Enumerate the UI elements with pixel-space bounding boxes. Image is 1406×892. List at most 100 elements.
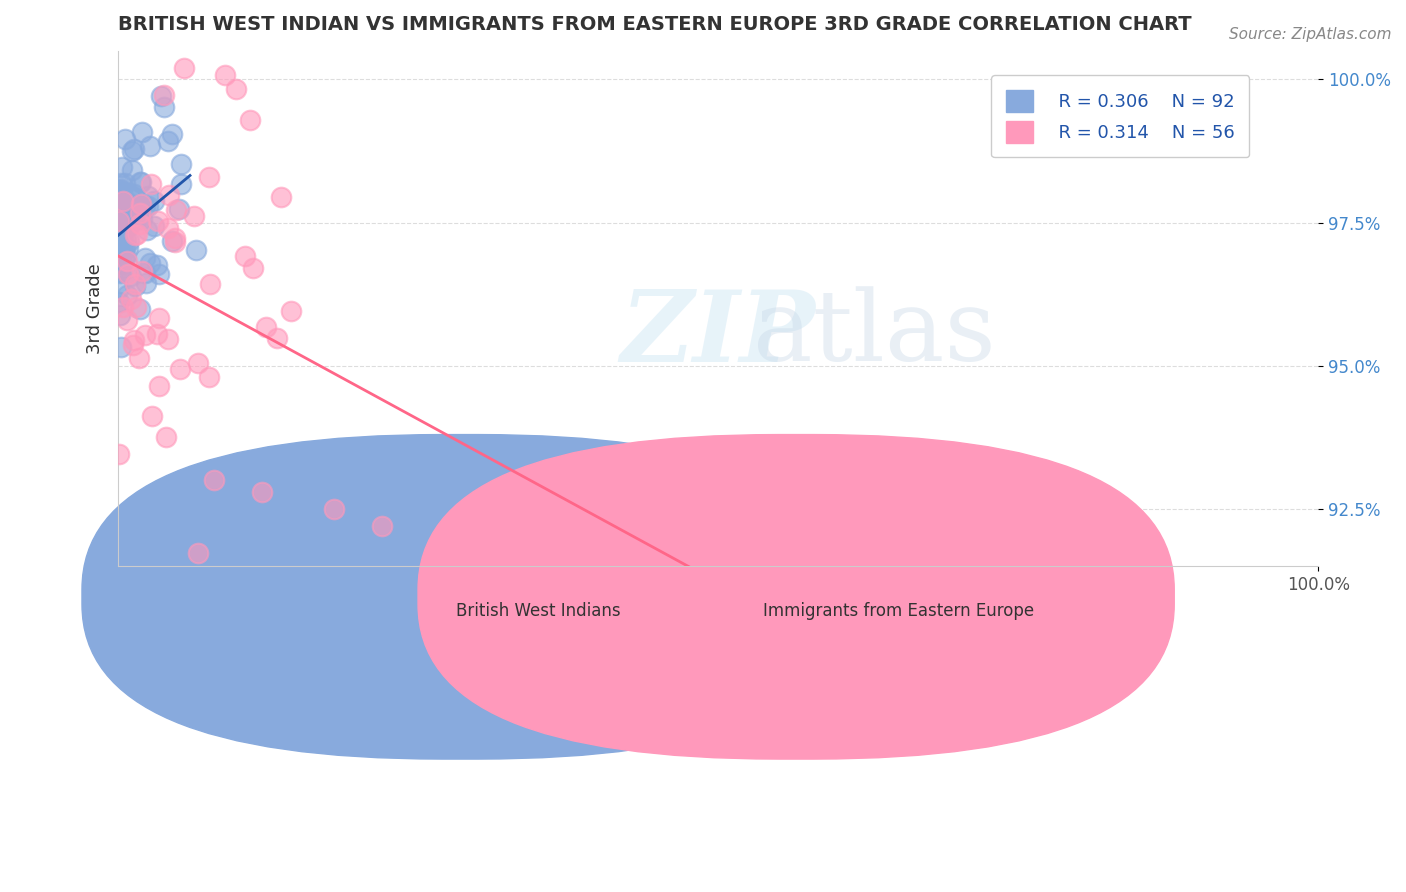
Point	[111, 243, 134, 257]
Point	[111, 206, 134, 220]
Point	[146, 258, 169, 272]
Point	[143, 219, 166, 233]
Point	[108, 231, 131, 245]
Point	[124, 210, 146, 224]
Point	[115, 196, 138, 211]
Point	[110, 182, 132, 196]
Point	[115, 233, 138, 247]
Point	[157, 135, 180, 149]
Point	[115, 288, 138, 302]
Point	[153, 100, 176, 114]
Point	[111, 185, 134, 199]
Point	[131, 212, 153, 227]
Point	[129, 302, 152, 317]
Point	[122, 333, 145, 347]
Point	[114, 204, 136, 219]
Point	[239, 113, 262, 128]
Point	[225, 81, 247, 95]
Point	[112, 251, 135, 265]
Point	[134, 266, 156, 280]
Point	[108, 214, 131, 228]
Point	[108, 207, 131, 221]
Point	[270, 190, 292, 204]
Point	[108, 217, 131, 231]
Point	[150, 89, 173, 103]
Point	[124, 278, 146, 293]
Point	[160, 234, 183, 248]
Point	[134, 328, 156, 343]
Point	[129, 206, 152, 220]
Point	[112, 216, 135, 230]
Point	[115, 313, 138, 327]
Point	[117, 267, 139, 281]
Point	[187, 356, 209, 370]
Point	[323, 501, 346, 516]
Point	[169, 361, 191, 376]
Point	[156, 333, 179, 347]
Point	[125, 301, 148, 315]
Point	[167, 202, 190, 216]
Point	[136, 223, 159, 237]
Point	[157, 220, 180, 235]
Point	[127, 199, 149, 213]
Point	[467, 530, 489, 544]
Point	[111, 194, 134, 208]
Point	[214, 68, 236, 82]
Point	[148, 214, 170, 228]
Point	[108, 216, 131, 230]
Point	[114, 251, 136, 265]
Point	[114, 241, 136, 255]
Point	[124, 142, 146, 156]
Point	[111, 245, 134, 260]
Point	[117, 253, 139, 268]
Y-axis label: 3rd Grade: 3rd Grade	[86, 263, 104, 354]
Point	[139, 178, 162, 192]
Point	[266, 331, 288, 345]
Point	[114, 177, 136, 191]
Point	[129, 175, 152, 189]
Point	[371, 519, 394, 533]
Point	[117, 219, 139, 234]
Point	[170, 157, 193, 171]
Point	[120, 268, 142, 283]
Point	[148, 378, 170, 392]
Point	[124, 187, 146, 202]
Point	[136, 189, 159, 203]
Point	[138, 199, 160, 213]
Point	[173, 61, 195, 75]
Text: ZIP: ZIP	[620, 285, 815, 383]
Point	[108, 281, 131, 295]
Point	[111, 243, 134, 257]
Point	[160, 127, 183, 141]
Text: atlas: atlas	[752, 286, 995, 382]
Point	[107, 446, 129, 460]
Point	[183, 210, 205, 224]
Point	[233, 249, 256, 263]
Point	[155, 430, 177, 444]
Point	[153, 87, 176, 102]
Point	[118, 235, 141, 249]
Point	[108, 183, 131, 197]
Point	[128, 351, 150, 365]
Point	[131, 125, 153, 139]
Point	[117, 241, 139, 255]
Point	[110, 256, 132, 270]
Point	[135, 276, 157, 290]
Point	[120, 293, 142, 307]
Point	[114, 132, 136, 146]
FancyBboxPatch shape	[82, 434, 838, 759]
Point	[165, 202, 187, 217]
Point	[198, 370, 221, 384]
Point	[112, 227, 135, 242]
Point	[159, 187, 181, 202]
Point	[110, 176, 132, 190]
Point	[184, 243, 207, 257]
Point	[148, 310, 170, 325]
Point	[131, 175, 153, 189]
Point	[134, 199, 156, 213]
Point	[254, 319, 277, 334]
Point	[124, 277, 146, 291]
Point	[129, 217, 152, 231]
Point	[139, 255, 162, 269]
Point	[110, 308, 132, 322]
